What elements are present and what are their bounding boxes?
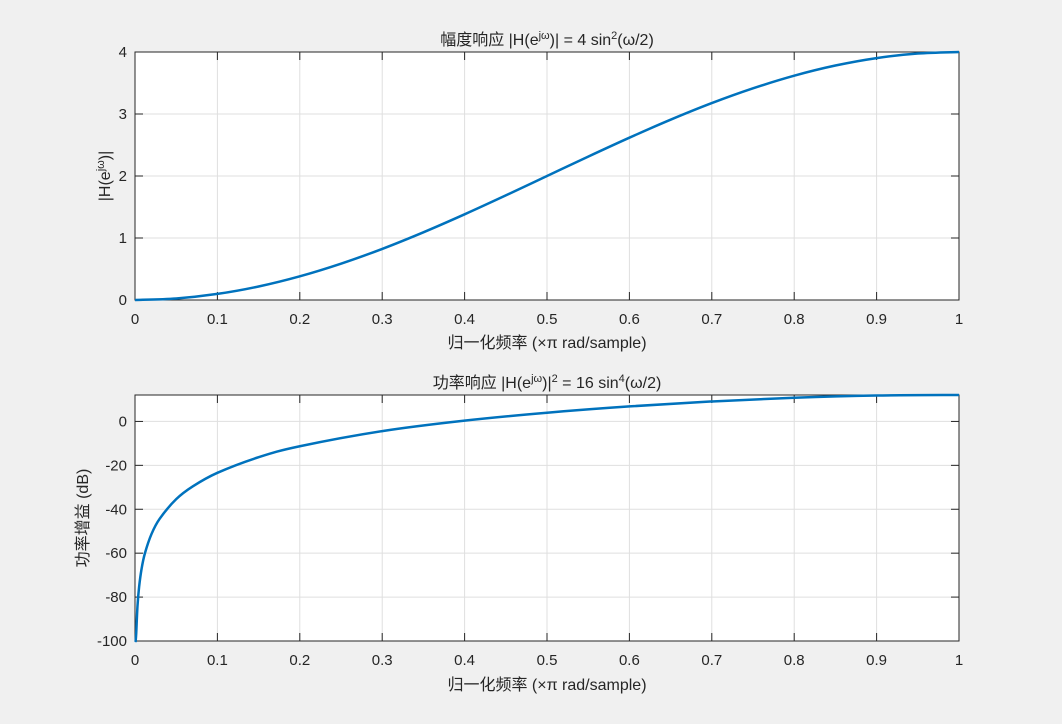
magnitude-xtick-label: 0.4 [454, 311, 475, 328]
magnitude-xtick-label: 0.2 [289, 311, 310, 328]
power-xlabel: 归一化频率 (×π rad/sample) [447, 676, 646, 694]
power-xtick-label: 0 [131, 652, 139, 669]
power-xtick-label: 1 [955, 652, 963, 669]
power-xtick-label: 0.6 [619, 652, 640, 669]
power-ylabel: 功率增益 (dB) [74, 469, 92, 568]
magnitude-ytick-label: 2 [119, 168, 127, 185]
magnitude-xtick-label: 0.5 [537, 311, 558, 328]
power-xtick-label: 0.5 [537, 652, 558, 669]
magnitude-xtick-label: 0.8 [784, 311, 805, 328]
power-ticks: 0 0.1 0.2 0.3 0.4 0.5 0.6 0.7 0.8 0.9 1 -100 -80 -60 -… [97, 395, 963, 669]
magnitude-xtick-label: 0.7 [701, 311, 722, 328]
power-ytick-label: -20 [105, 457, 127, 474]
magnitude-series-line [134, 50, 960, 302]
power-ytick-label: -100 [97, 633, 127, 650]
magnitude-ticks: 0 0.1 0.2 0.3 0.4 0.5 0.6 0.7 0.8 0.9 1 0 1 2 3 4 [119, 44, 964, 328]
power-ytick-label: -60 [105, 545, 127, 562]
power-xtick-label: 0.3 [372, 652, 393, 669]
power-axes: 0 0.1 0.2 0.3 0.4 0.5 0.6 0.7 0.8 0.9 1 -100 -80 -60 -… [74, 373, 963, 694]
magnitude-title: 幅度响应 |H(ejω)| = 4 sin2(ω/2) [440, 30, 654, 49]
magnitude-ytick-label: 0 [119, 292, 127, 309]
magnitude-xtick-label: 0 [131, 311, 139, 328]
power-xtick-label: 0.9 [866, 652, 887, 669]
power-xtick-label: 0.1 [207, 652, 228, 669]
magnitude-xtick-label: 0.6 [619, 311, 640, 328]
power-ytick-label: -80 [105, 589, 127, 606]
magnitude-xtick-label: 0.3 [372, 311, 393, 328]
magnitude-ylabel: |H(ejω)| [95, 151, 114, 201]
power-xtick-label: 0.2 [289, 652, 310, 669]
magnitude-ytick-label: 3 [119, 106, 127, 123]
power-xtick-label: 0.7 [701, 652, 722, 669]
power-series-line [134, 393, 960, 643]
magnitude-ytick-label: 4 [119, 44, 127, 61]
power-ytick-label: -40 [105, 501, 127, 518]
power-grid [135, 395, 959, 641]
magnitude-ytick-label: 1 [119, 230, 127, 247]
magnitude-axes: 0 0.1 0.2 0.3 0.4 0.5 0.6 0.7 0.8 0.9 1 0 1 2 3 4 幅度响应 … [95, 30, 963, 352]
magnitude-xlabel: 归一化频率 (×π rad/sample) [447, 334, 646, 352]
power-xtick-label: 0.8 [784, 652, 805, 669]
power-xtick-label: 0.4 [454, 652, 475, 669]
power-ytick-label: 0 [119, 413, 127, 430]
magnitude-xtick-label: 0.1 [207, 311, 228, 328]
power-title: 功率响应 |H(ejω)|2 = 16 sin4(ω/2) [433, 373, 662, 392]
magnitude-xtick-label: 0.9 [866, 311, 887, 328]
magnitude-xtick-label: 1 [955, 311, 963, 328]
